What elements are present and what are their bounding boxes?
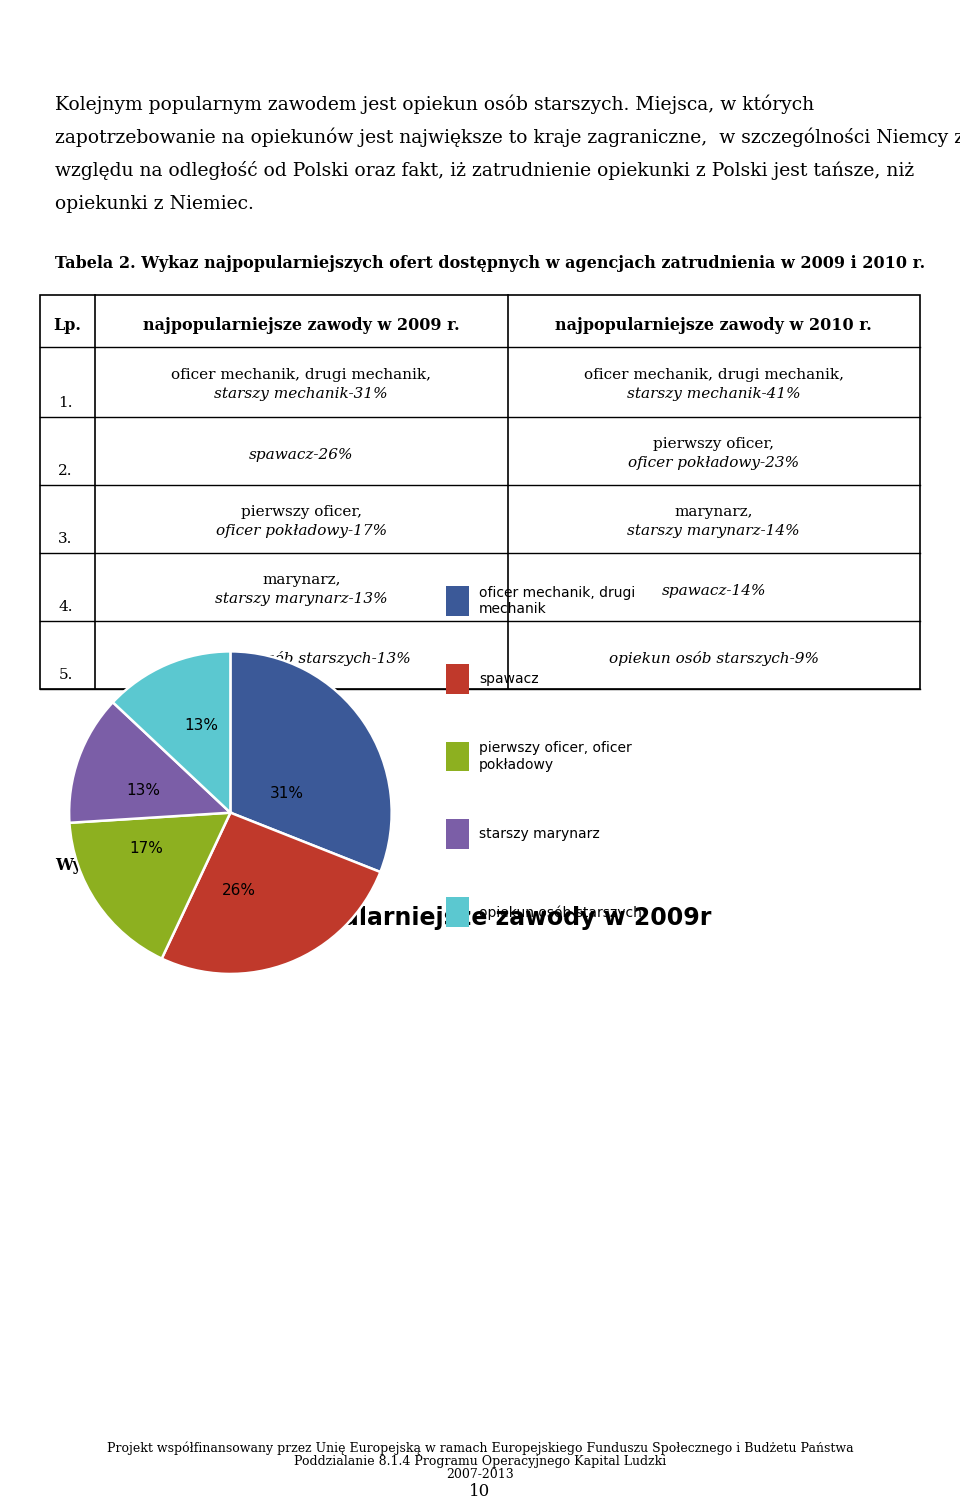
Text: zapotrzebowanie na opiekunów jest największe to kraje zagraniczne,  w szczególno: zapotrzebowanie na opiekunów jest najwię…	[55, 127, 960, 147]
Text: oficer mechanik, drugi mechanik,: oficer mechanik, drugi mechanik,	[171, 369, 431, 382]
Wedge shape	[69, 812, 230, 959]
Text: 26%: 26%	[222, 882, 255, 897]
Bar	[40, 295, 920, 689]
Text: starszy marynarz-13%: starszy marynarz-13%	[215, 592, 388, 607]
Text: starszy mechanik-31%: starszy mechanik-31%	[214, 386, 388, 401]
Text: spawacz-14%: spawacz-14%	[661, 584, 766, 598]
Text: Poddzialanie 8.1.4 Programu Operacyjnego Kapital Ludzki: Poddzialanie 8.1.4 Programu Operacyjnego…	[294, 1456, 666, 1468]
Text: pierwszy oficer, oficer
pokładowy: pierwszy oficer, oficer pokładowy	[479, 742, 632, 771]
Text: opiekun osób starszych-13%: opiekun osób starszych-13%	[191, 652, 411, 667]
Text: oficer pokładowy-17%: oficer pokładowy-17%	[216, 524, 387, 538]
Text: starszy marynarz: starszy marynarz	[479, 827, 600, 842]
Text: starszy marynarz-14%: starszy marynarz-14%	[628, 524, 800, 538]
Text: Kolejnym popularnym zawodem jest opiekun osób starszych. Miejsca, w których: Kolejnym popularnym zawodem jest opiekun…	[55, 94, 814, 114]
Text: Najpopularniejsze zawody w 2009r: Najpopularniejsze zawody w 2009r	[249, 906, 711, 930]
Text: marynarz,: marynarz,	[262, 574, 341, 587]
Text: 17%: 17%	[130, 840, 163, 855]
Text: oficer mechanik, drugi mechanik,: oficer mechanik, drugi mechanik,	[584, 369, 844, 382]
Text: 2.: 2.	[59, 464, 73, 478]
Text: oficer pokładowy-23%: oficer pokładowy-23%	[628, 455, 800, 470]
Wedge shape	[161, 812, 380, 974]
Text: starszy mechanik-41%: starszy mechanik-41%	[627, 386, 801, 401]
Text: najpopularniejsze zawody w 2009 r.: najpopularniejsze zawody w 2009 r.	[143, 316, 460, 334]
Text: 10: 10	[469, 1483, 491, 1498]
Text: opiekun osób starszych: opiekun osób starszych	[479, 905, 642, 920]
Text: 5.: 5.	[59, 668, 73, 682]
Text: Lp.: Lp.	[54, 316, 82, 334]
Wedge shape	[69, 703, 230, 822]
Text: 13%: 13%	[184, 718, 218, 733]
Text: względu na odległość od Polski oraz fakt, iż zatrudnienie opiekunki z Polski jes: względu na odległość od Polski oraz fakt…	[55, 160, 914, 180]
Text: spawacz: spawacz	[479, 671, 539, 686]
Text: marynarz,: marynarz,	[675, 505, 753, 518]
Text: 31%: 31%	[270, 786, 304, 801]
Text: 13%: 13%	[127, 782, 160, 797]
Text: 4.: 4.	[59, 601, 73, 614]
Text: opiekun osób starszych-9%: opiekun osób starszych-9%	[609, 652, 819, 667]
Text: pierwszy oficer,: pierwszy oficer,	[241, 505, 362, 518]
Wedge shape	[230, 652, 392, 872]
Text: oficer mechanik, drugi
mechanik: oficer mechanik, drugi mechanik	[479, 586, 636, 616]
Text: Wykres 7.: Wykres 7.	[55, 857, 143, 873]
Text: spawacz-26%: spawacz-26%	[249, 448, 353, 461]
Text: Tabela 2. Wykaz najpopularniejszych ofert dostępnych w agencjach zatrudnienia w : Tabela 2. Wykaz najpopularniejszych ofer…	[55, 255, 925, 273]
Text: pierwszy oficer,: pierwszy oficer,	[653, 437, 775, 451]
Wedge shape	[113, 652, 230, 812]
Text: 1.: 1.	[59, 395, 73, 410]
Text: 2007-2013: 2007-2013	[446, 1468, 514, 1482]
Text: opiekunki z Niemiec.: opiekunki z Niemiec.	[55, 195, 253, 213]
Text: najpopularniejsze zawody w 2010 r.: najpopularniejsze zawody w 2010 r.	[556, 316, 872, 334]
Text: Projekt współfinansowany przez Unię Europejską w ramach Europejskiego Funduszu S: Projekt współfinansowany przez Unię Euro…	[107, 1441, 853, 1455]
Text: 3.: 3.	[59, 532, 73, 545]
